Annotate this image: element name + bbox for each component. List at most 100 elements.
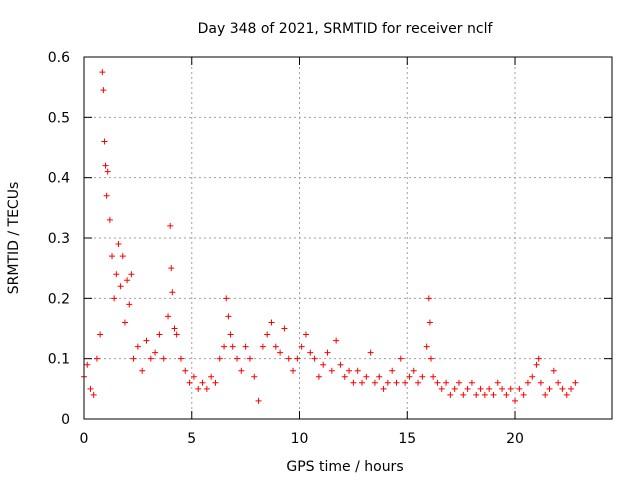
data-point — [268, 319, 275, 326]
data-point — [555, 379, 562, 386]
data-point — [324, 349, 331, 356]
data-point — [165, 313, 172, 320]
data-point — [473, 391, 480, 398]
y-tick-label: 0.5 — [48, 110, 70, 126]
data-point — [490, 391, 497, 398]
data-point — [84, 361, 91, 368]
data-point — [298, 343, 305, 350]
data-point — [447, 391, 454, 398]
data-point — [128, 271, 135, 278]
data-point — [167, 222, 174, 229]
tick-marks — [83, 56, 612, 420]
data-point — [464, 385, 471, 392]
y-tick-label: 0 — [61, 412, 70, 428]
data-point — [102, 162, 109, 169]
data-point — [423, 343, 430, 350]
data-point — [93, 355, 100, 362]
data-point — [242, 343, 249, 350]
data-point — [426, 319, 433, 326]
data-point — [143, 337, 150, 344]
data-point — [160, 355, 167, 362]
data-point — [563, 391, 570, 398]
data-point — [341, 373, 348, 380]
data-point — [427, 355, 434, 362]
data-point — [121, 319, 128, 326]
data-point — [199, 379, 206, 386]
data-point — [380, 385, 387, 392]
data-point — [415, 379, 422, 386]
data-point — [494, 379, 501, 386]
x-tick-label: 5 — [187, 431, 196, 447]
data-point — [533, 361, 540, 368]
data-point — [221, 343, 228, 350]
data-point — [173, 331, 180, 338]
data-point — [389, 367, 396, 374]
data-point — [101, 138, 108, 145]
data-point — [177, 355, 184, 362]
data-point — [550, 367, 557, 374]
y-tick-label: 0.6 — [48, 50, 70, 66]
data-point — [87, 385, 94, 392]
data-point — [443, 379, 450, 386]
tick-labels: 0 0.1 0.2 0.3 0.4 0.5 0.6 0 5 10 15 20 — [48, 50, 524, 447]
chart-title: Day 348 of 2021, SRMTID for receiver ncl… — [198, 21, 494, 37]
x-tick-label: 0 — [80, 431, 89, 447]
data-point — [455, 379, 462, 386]
plot-area-border — [83, 56, 613, 420]
data-point — [234, 355, 241, 362]
data-point — [182, 367, 189, 374]
data-point — [195, 385, 202, 392]
data-point — [481, 391, 488, 398]
data-point — [115, 241, 122, 248]
x-axis-label: GPS time / hours — [286, 459, 403, 475]
data-point — [111, 295, 118, 302]
data-point — [503, 391, 510, 398]
y-axis-label: SRMTID / TECUs — [6, 182, 22, 295]
data-point — [152, 349, 159, 356]
data-point — [246, 355, 253, 362]
x-tick-label: 10 — [291, 431, 309, 447]
data-point — [272, 343, 279, 350]
data-point — [99, 69, 106, 76]
data-point — [529, 373, 536, 380]
data-point — [97, 331, 104, 338]
data-point — [156, 331, 163, 338]
data-point — [333, 337, 340, 344]
data-point — [119, 253, 126, 260]
data-point — [259, 343, 266, 350]
data-point — [90, 391, 97, 398]
data-point — [402, 379, 409, 386]
x-tick-label: 15 — [398, 431, 416, 447]
data-point — [512, 397, 519, 404]
data-point — [203, 385, 210, 392]
data-point — [311, 355, 318, 362]
data-point — [434, 379, 441, 386]
data-point — [104, 168, 111, 175]
grid — [84, 57, 612, 419]
y-tick-label: 0.3 — [48, 231, 70, 247]
data-point — [290, 367, 297, 374]
data-point — [410, 367, 417, 374]
data-point — [559, 385, 566, 392]
data-point — [229, 343, 236, 350]
data-point — [106, 216, 113, 223]
data-point — [430, 373, 437, 380]
data-point — [223, 295, 230, 302]
data-point — [542, 391, 549, 398]
data-point — [307, 349, 314, 356]
data-point — [363, 373, 370, 380]
data-point — [572, 379, 579, 386]
data-point — [359, 379, 366, 386]
data-point — [337, 361, 344, 368]
data-point — [113, 271, 120, 278]
data-point — [537, 379, 544, 386]
data-point — [346, 367, 353, 374]
data-point — [285, 355, 292, 362]
data-point — [499, 385, 506, 392]
data-point — [546, 385, 553, 392]
data-point — [117, 283, 124, 290]
data-point — [486, 385, 493, 392]
data-point — [302, 331, 309, 338]
data-point — [367, 349, 374, 356]
